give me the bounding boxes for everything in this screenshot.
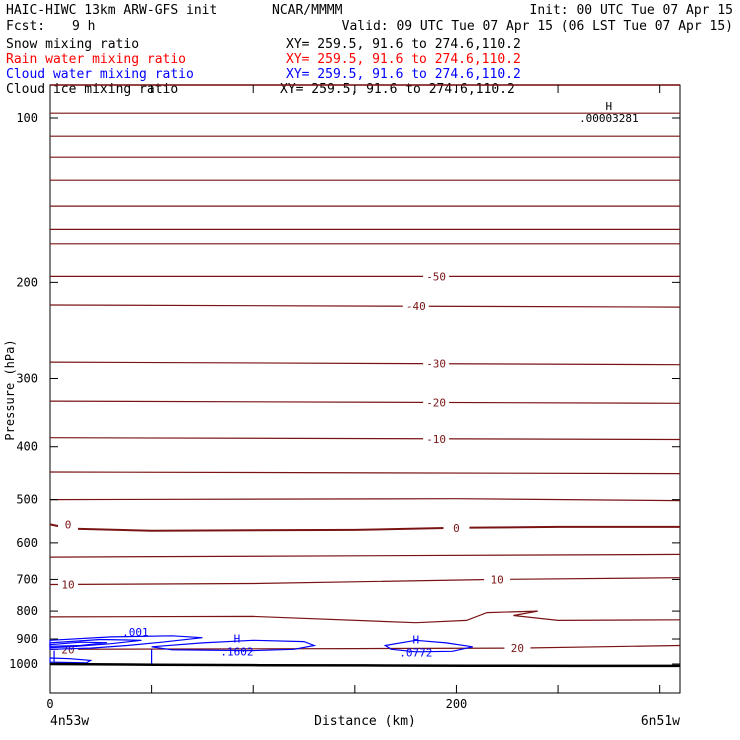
isotherm-label-bg: [423, 270, 450, 283]
isotherm-label-bg: [423, 396, 450, 409]
cloud-water-contour: [49, 641, 107, 647]
isotherm-label: -10: [426, 433, 446, 446]
isotherm-line: [49, 498, 681, 502]
y-tick-label: 1000: [9, 657, 38, 671]
cloud-water-contour: [49, 657, 93, 664]
cloud-water-contour: [49, 638, 142, 649]
cloud-water-contour: [49, 635, 203, 650]
isotherm-line: [49, 610, 681, 624]
isotherm-label: 10: [61, 578, 74, 591]
isotherm-line: [49, 577, 681, 586]
y-tick-label: 500: [16, 493, 38, 507]
maximum-h-label: H: [412, 633, 419, 646]
y-tick-label: 200: [16, 275, 38, 289]
y-tick-label: 900: [16, 632, 38, 646]
isotherm-label: -50: [426, 270, 446, 283]
isotherm-label: 0: [453, 522, 460, 535]
isotherm-label: -30: [426, 358, 446, 371]
isotherm-label: 0: [65, 518, 72, 531]
x-start-label: 4n53w: [50, 714, 89, 729]
header-init: Init: 00 UTC Tue 07 Apr 15: [530, 3, 734, 18]
field-name-cloud-water: Cloud water mixing ratio: [6, 67, 194, 82]
isotherm-line: [49, 523, 680, 532]
isotherm-label-bg: [58, 578, 78, 591]
isotherm-line: [49, 361, 681, 366]
field-name-snow: Snow mixing ratio: [6, 37, 139, 52]
y-tick-label: 300: [16, 372, 38, 386]
isotherm-label-bg: [484, 573, 511, 586]
field-xy-cloud-ice: XY= 259.5, 91.6 to 274.6,110.2: [280, 82, 515, 97]
x-axis-ticks: 0 200: [46, 85, 661, 711]
field-xy-snow: XY= 259.5, 91.6 to 274.6,110.2: [286, 37, 521, 52]
cloud-water-contour: [151, 639, 317, 652]
y-tick-label: 800: [16, 604, 38, 618]
isotherm-line: [49, 400, 681, 404]
x-end-label: 6n51w: [641, 714, 680, 729]
field-name-rain: Rain water mixing ratio: [6, 52, 186, 67]
isotherm-label-bg: [58, 518, 78, 531]
upper-maximum-h: H: [606, 100, 613, 113]
y-tick-label: 700: [16, 572, 38, 586]
isotherm-line: [49, 304, 681, 308]
isotherm-label: -20: [426, 396, 446, 409]
header-fcst-label: Fcst:: [6, 19, 45, 34]
y-tick-label: 100: [16, 111, 38, 125]
cloud-water-contour-label: .001: [122, 626, 149, 639]
isotherm-line: [49, 471, 681, 475]
x-axis-label: Distance (km): [314, 714, 416, 729]
isotherm-label-bg: [504, 642, 531, 655]
maximum-value: .1602: [220, 646, 253, 659]
y-tick-label: 600: [16, 536, 38, 550]
header-org: NCAR/MMMM: [272, 3, 343, 18]
field-name-cloud-ice: Cloud ice mixing ratio: [6, 82, 178, 97]
isotherm-label: 20: [511, 642, 524, 655]
isotherm-label: 10: [490, 573, 503, 586]
maximum-value: .0772: [399, 646, 432, 659]
isotherm-label-bg: [423, 432, 450, 445]
isotherm-label-bg: [423, 357, 450, 370]
header-valid: Valid: 09 UTC Tue 07 Apr 15 (06 LST Tue …: [342, 19, 733, 34]
terrain-line: [49, 662, 680, 668]
isotherm-line: [49, 553, 681, 558]
maximum-h-label: H: [234, 633, 241, 646]
y-tick-label: 400: [16, 440, 38, 454]
cloud-water-contour: [383, 639, 473, 653]
header-fcst-value: 9 h: [72, 19, 95, 34]
field-xy-cloud-water: XY= 259.5, 91.6 to 274.6,110.2: [286, 67, 521, 82]
upper-maximum-value: .00003281: [579, 112, 639, 125]
field-legend: Snow mixing ratio XY= 259.5, 91.6 to 274…: [6, 37, 521, 97]
isotherm-label: -40: [406, 300, 426, 313]
x-tick-label: 0: [46, 697, 53, 711]
isotherm-label-bg: [402, 300, 429, 313]
isotherm-label-bg: [443, 521, 470, 534]
isotherm-line: [49, 437, 681, 441]
x-tick-label: 200: [446, 697, 468, 711]
cloud-water-contours: .001: [49, 626, 473, 664]
isotherm-line: [49, 644, 681, 650]
plot-frame: [49, 84, 681, 694]
terrain-layer: [49, 662, 680, 668]
y-axis-label: Pressure (hPa): [3, 339, 17, 440]
header-title: HAIC-HIWC 13km ARW-GFS init: [6, 3, 217, 18]
field-xy-rain: XY= 259.5, 91.6 to 274.6,110.2: [286, 52, 521, 67]
